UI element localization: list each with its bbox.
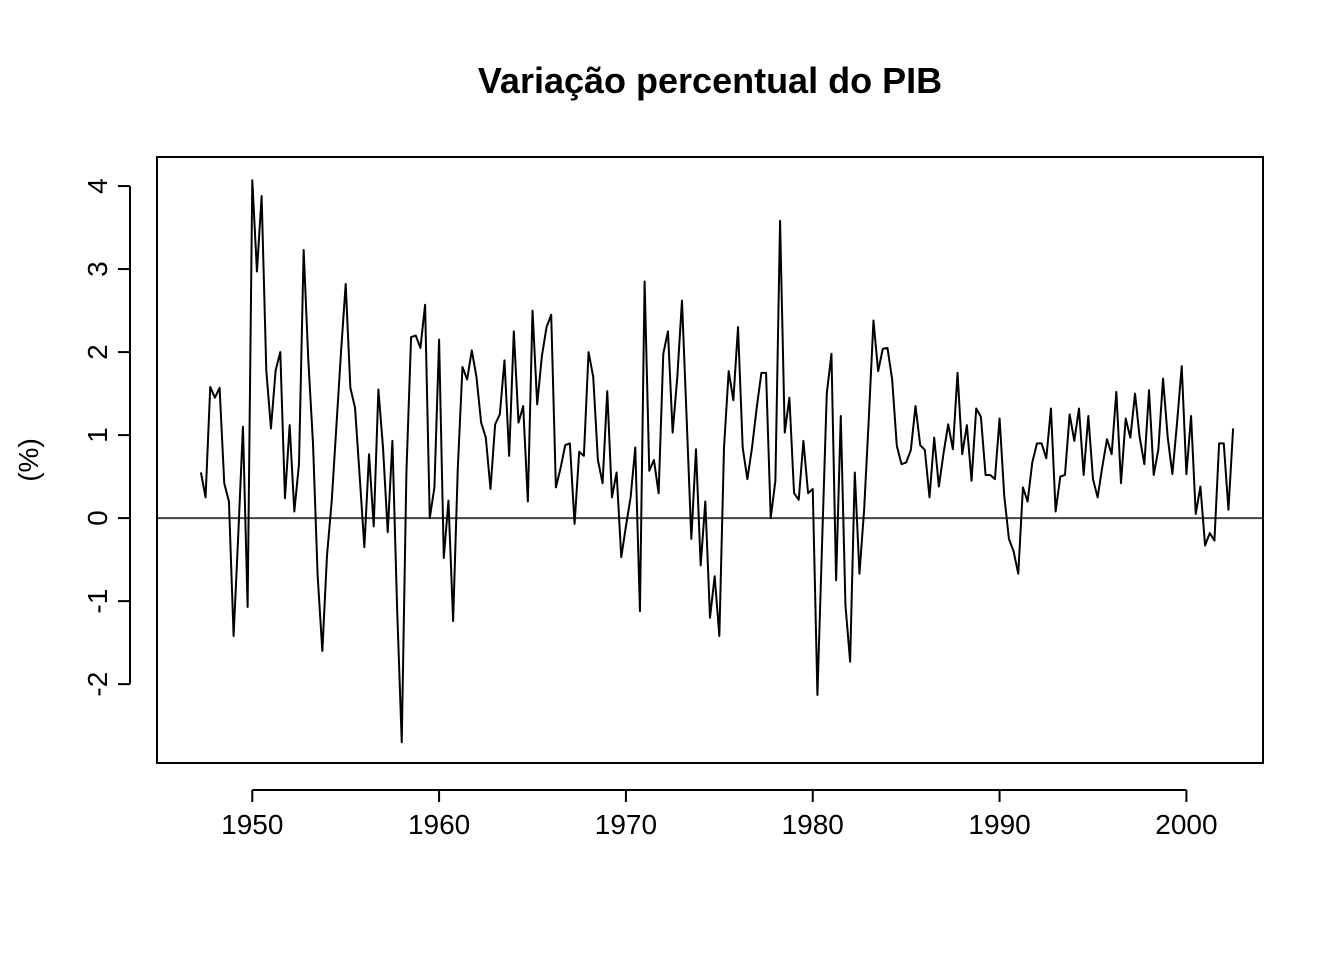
x-tick-label: 2000 — [1155, 809, 1217, 840]
x-tick-label: 1950 — [221, 809, 283, 840]
series-line-0 — [199, 179, 1235, 744]
y-axis-title: (%) — [13, 438, 44, 482]
y-tick-label: 2 — [82, 344, 113, 360]
plot-frame — [156, 156, 1264, 764]
x-tick-label: 1990 — [968, 809, 1030, 840]
y-tick-label: -1 — [82, 589, 113, 614]
y-tick-label: 4 — [82, 178, 113, 194]
y-tick-label: -2 — [82, 672, 113, 697]
chart-title: Variação percentual do PIB — [478, 60, 942, 101]
x-tick-label: 1980 — [782, 809, 844, 840]
x-tick-label: 1970 — [595, 809, 657, 840]
y-tick-label: 3 — [82, 261, 113, 277]
x-tick-label: 1960 — [408, 809, 470, 840]
y-tick-label: 1 — [82, 427, 113, 443]
plot-area — [157, 179, 1263, 744]
y-tick-label: 0 — [82, 510, 113, 526]
